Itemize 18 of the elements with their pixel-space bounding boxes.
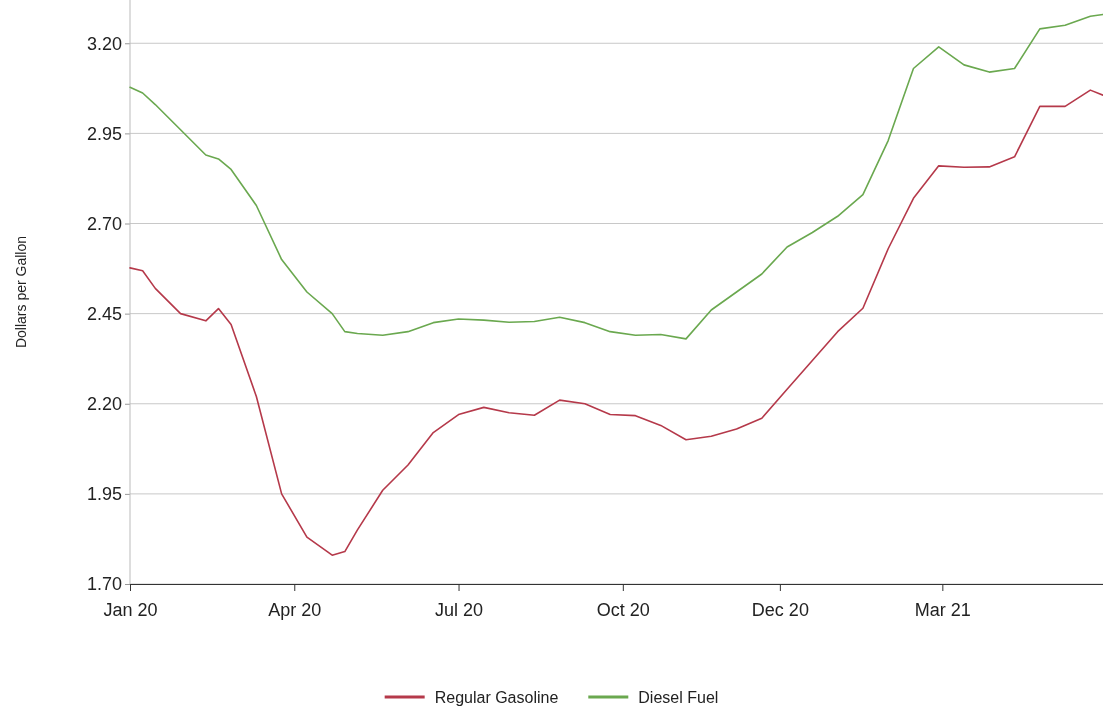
legend-label: Diesel Fuel	[638, 689, 719, 706]
x-tick-label: Dec 20	[751, 599, 809, 620]
x-tick-label: Oct 20	[596, 599, 650, 620]
line-series	[129, 89, 1103, 556]
x-tick-label: Jul 20	[435, 599, 484, 620]
x-tick-label: Apr 20	[268, 599, 322, 620]
legend-label: Regular Gasoline	[434, 689, 559, 706]
y-tick-label: 1.70	[86, 574, 122, 595]
y-tick-label: 2.95	[86, 123, 122, 144]
y-tick-label: 3.20	[86, 33, 122, 54]
y-tick-label: 2.70	[86, 213, 122, 234]
x-tick-label: Mar 21	[914, 599, 971, 620]
y-axis-title: Dollars per Gallon	[13, 235, 29, 349]
line-series	[129, 13, 1103, 340]
x-tick-label: Jan 20	[103, 599, 158, 620]
y-tick-label: 2.45	[86, 303, 122, 324]
y-tick-label: 2.20	[86, 394, 122, 415]
y-tick-label: 1.95	[86, 484, 122, 505]
